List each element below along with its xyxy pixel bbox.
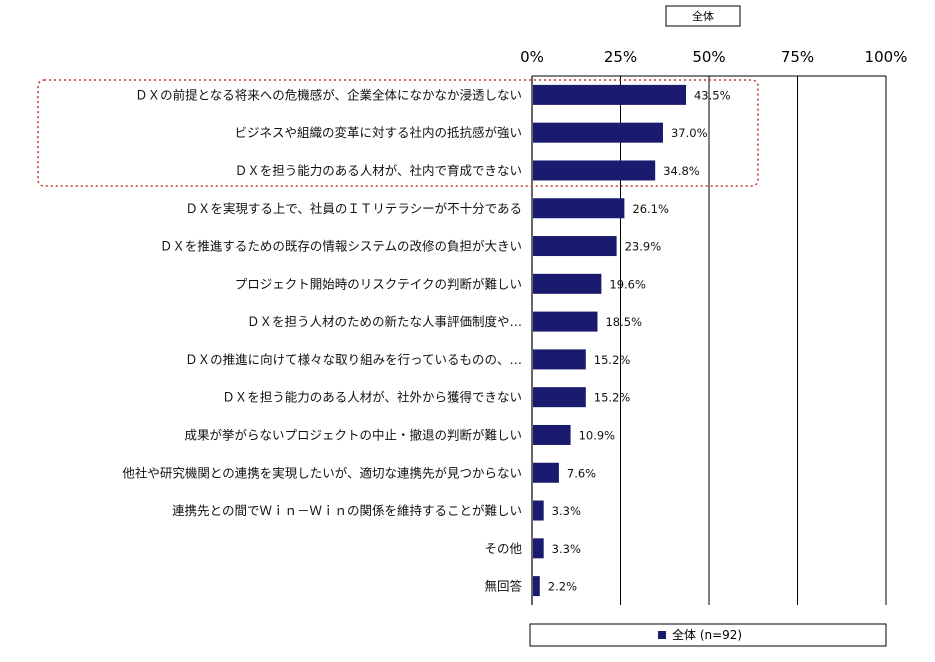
bar-1 [533,122,663,143]
x-tick-label-25: 25% [604,48,637,66]
bar-5 [533,273,602,294]
bar-2 [533,160,656,181]
value-label-8: 15.2% [594,391,631,405]
category-label-5: プロジェクト開始時のリスクテイクの判断が難しい [235,276,522,291]
bar-3 [533,198,625,219]
bar-12 [533,538,544,559]
title-box [665,5,741,27]
value-label-13: 2.2% [548,580,577,594]
category-label-6: ＤＸを担う人材のための新たな人事評価制度や… [247,314,522,329]
category-label-13: 無回答 [484,579,522,594]
value-label-2: 34.8% [663,164,700,178]
value-label-0: 43.5% [694,88,731,102]
value-label-7: 15.2% [594,353,631,367]
gridlines [531,75,887,605]
category-label-2: ＤＸを担う能力のある人材が、社内で育成できない [235,163,522,178]
bars [533,84,686,597]
bar-10 [533,462,559,483]
value-label-5: 19.6% [609,277,646,291]
category-label-12: その他 [484,541,522,556]
value-label-12: 3.3% [552,542,581,556]
bar-0 [533,84,686,105]
category-label-4: ＤＸを推進するための既存の情報システムの改修の負担が大きい [160,239,522,254]
bar-4 [533,236,617,257]
chart-title: 全体 [692,9,714,23]
x-tick-label-75: 75% [781,48,814,66]
bar-13 [533,576,540,597]
value-labels: 43.5% 37.0% 34.8% 26.1% 23.9% 19.6% 18.5% 15.2%… [548,88,731,593]
category-label-8: ＤＸを担う能力のある人材が、社外から獲得できない [222,390,522,405]
category-label-11: 連携先との間でＷｉｎ－Ｗｉｎの関係を維持することが難しい [172,503,522,518]
x-tick-label-50: 50% [692,48,725,66]
bar-11 [533,500,544,521]
value-label-1: 37.0% [671,126,708,140]
x-tick-label-100: 100% [865,48,908,66]
bar-6 [533,311,598,332]
tick-labels: 0% 25% 50% 75% 100% [520,48,907,66]
legend-swatch [658,631,666,639]
value-label-4: 23.9% [625,240,662,254]
value-label-11: 3.3% [552,504,581,518]
value-label-6: 18.5% [605,315,642,329]
category-label-0: ＤＸの前提となる将来への危機感が、企業全体になかなか浸透しない [135,87,522,102]
category-label-10: 他社や研究機関との連携を実現したいが、適切な連携先が見つからない [122,465,522,480]
x-tick-label-0: 0% [520,48,544,66]
category-labels: ＤＸの前提となる将来への危機感が、企業全体になかなか浸透しないビジネスや組織の変… [122,87,522,593]
legend-box [529,623,887,647]
bar-8 [533,387,586,408]
category-label-3: ＤＸを実現する上で、社員のＩＴリテラシーが不十分である [185,201,522,216]
bar-9 [533,424,571,445]
value-label-10: 7.6% [567,466,596,480]
category-label-7: ＤＸの推進に向けて様々な取り組みを行っているものの、… [185,352,522,367]
value-label-3: 26.1% [632,202,669,216]
value-label-9: 10.9% [579,428,616,442]
legend-label: 全体 (n=92) [672,627,742,642]
category-label-1: ビジネスや組織の変革に対する社内の抵抗感が強い [234,125,522,140]
bar-7 [533,349,586,370]
category-label-9: 成果が挙がらないプロジェクトの中止・撤退の判断が難しい [184,427,522,442]
